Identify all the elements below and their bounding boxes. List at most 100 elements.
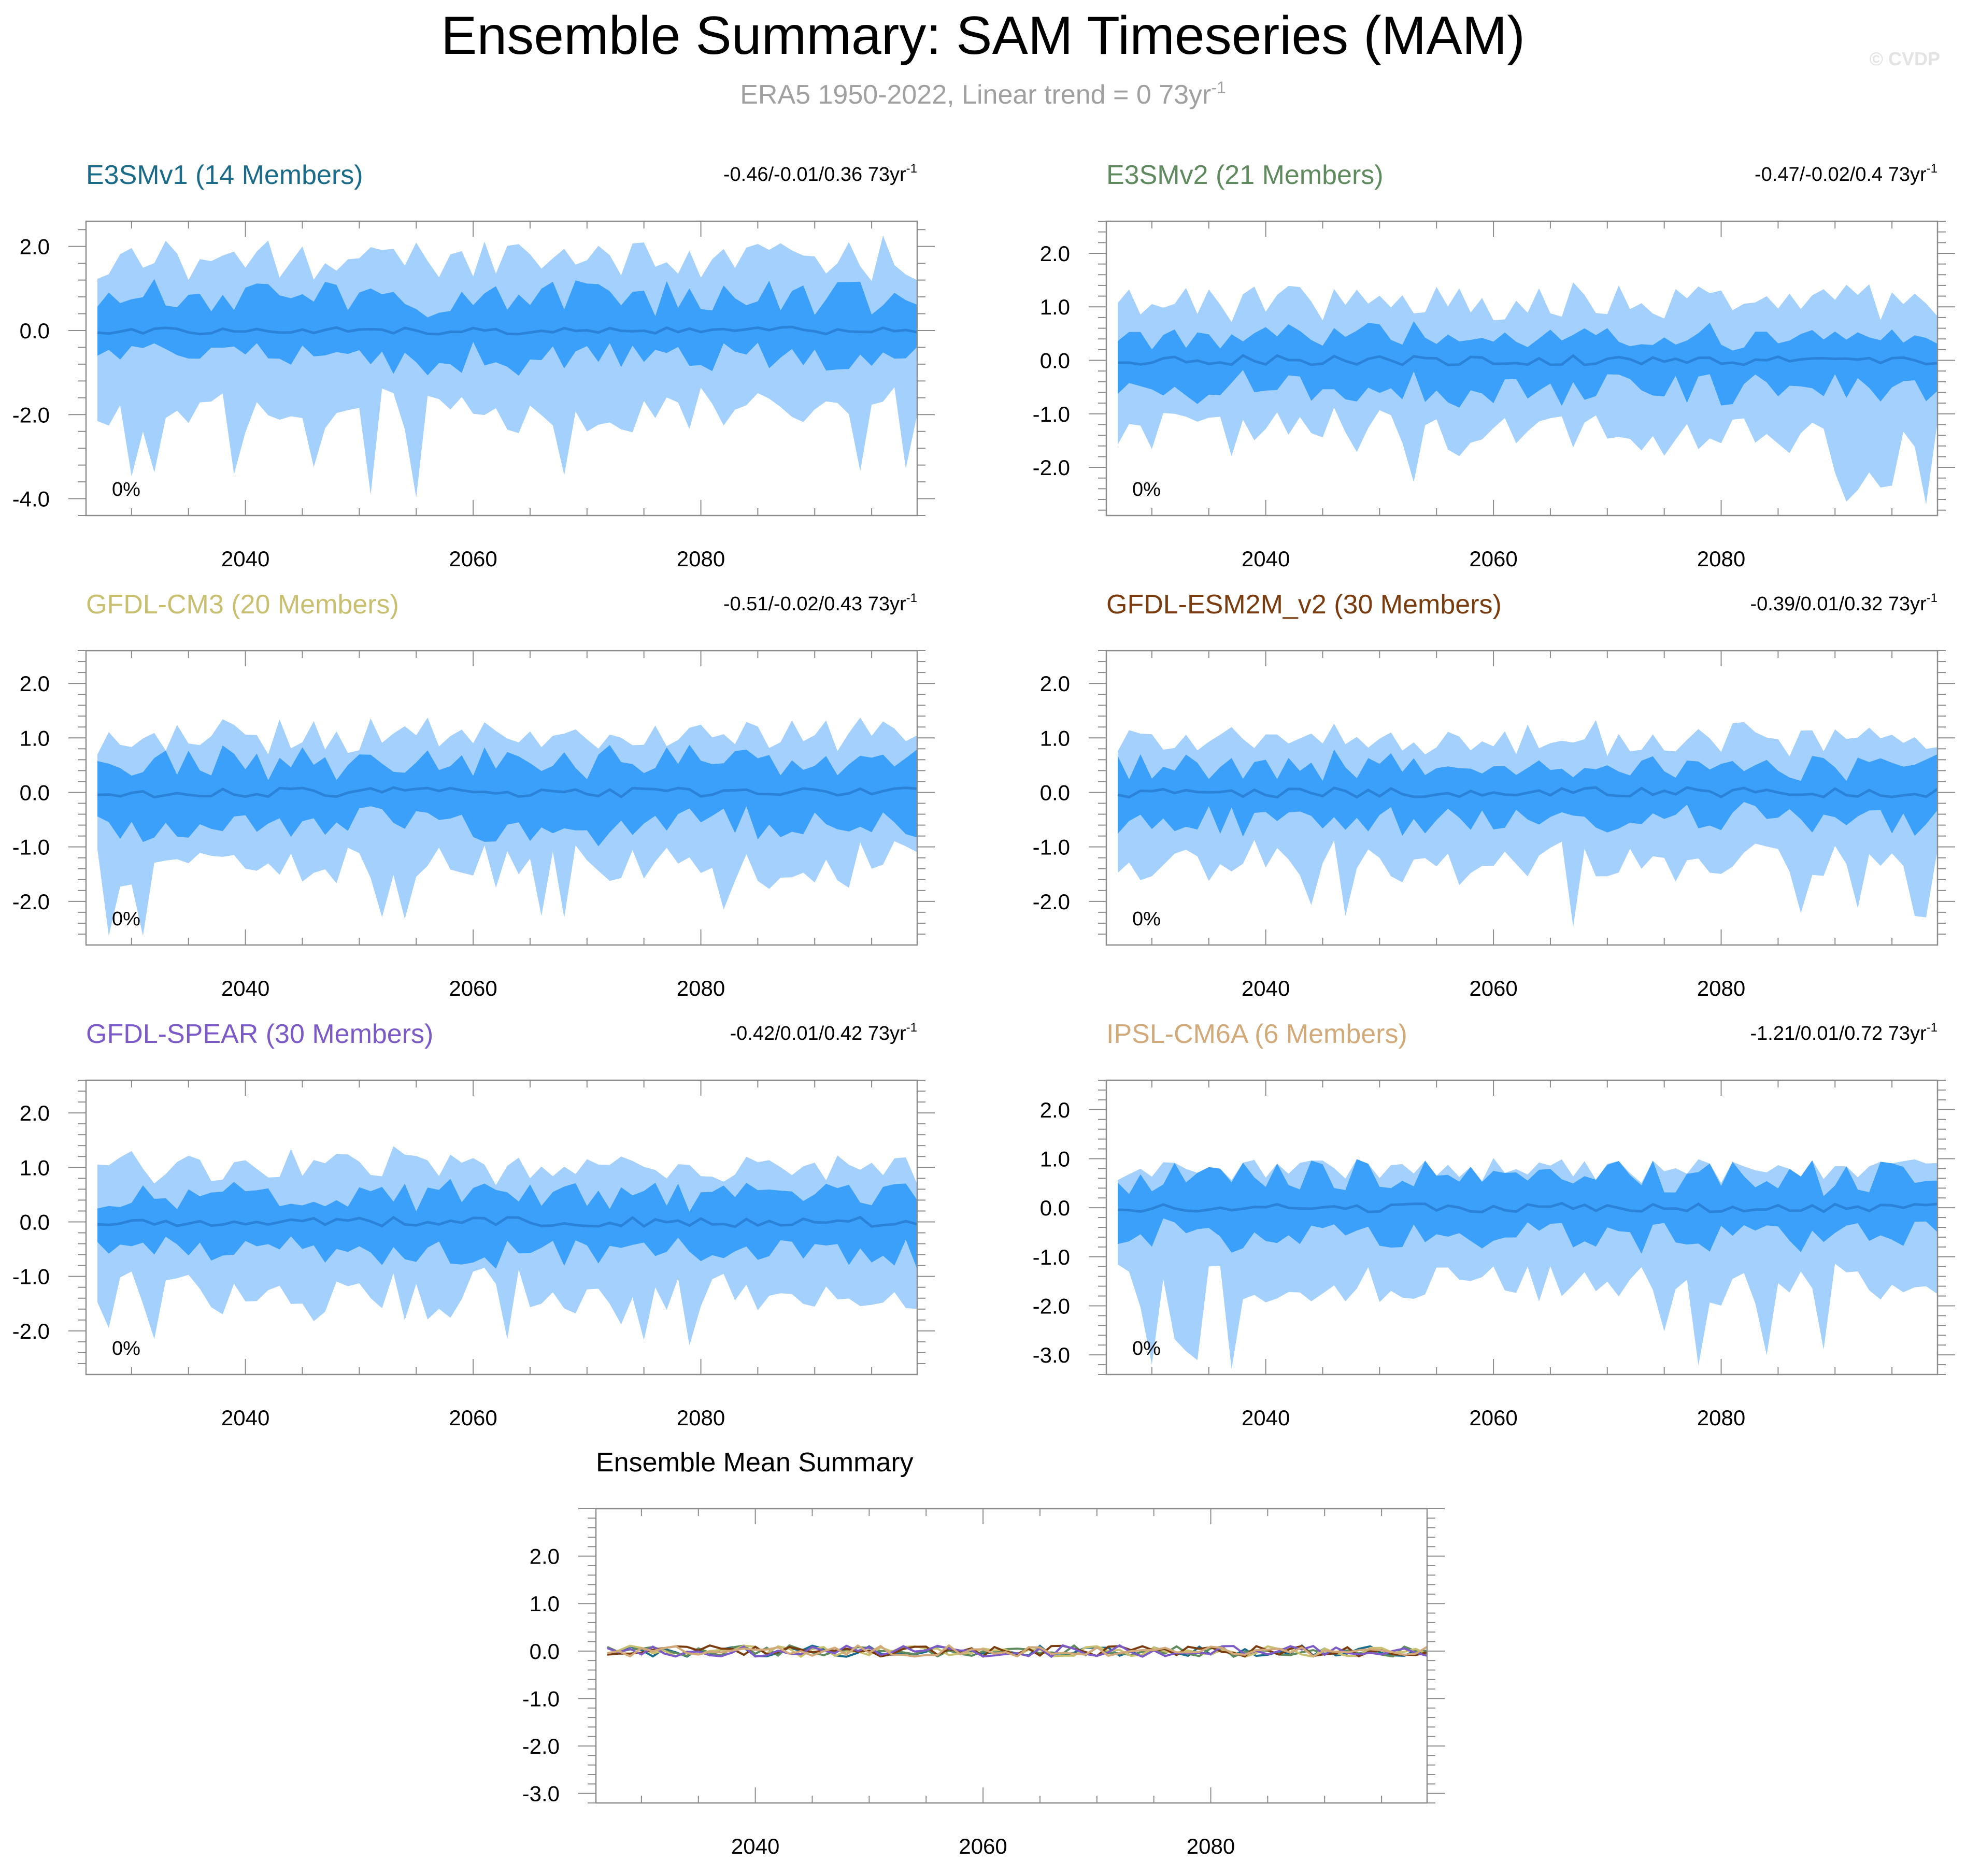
x-tick-label: 2060 — [959, 1834, 1007, 1858]
y-tick-label: 0.0 — [1040, 1196, 1070, 1220]
y-tick-label: -2.0 — [522, 1734, 560, 1758]
y-tick-label: -1.0 — [1033, 835, 1070, 860]
y-tick-label: 0.0 — [1040, 780, 1070, 805]
ensemble-mean-line — [1117, 786, 1939, 799]
x-tick-label: 2080 — [1697, 976, 1745, 1000]
ensemble-mean-line — [97, 1215, 918, 1228]
inner-range-band — [1118, 1159, 1937, 1254]
x-tick-label: 2040 — [1242, 547, 1290, 571]
x-tick-label: 2060 — [449, 1406, 497, 1430]
y-tick-label: -2.0 — [12, 890, 50, 914]
panel-title: GFDL-ESM2M_v2 (30 Members) — [1106, 590, 1502, 620]
y-tick-label: 2.0 — [20, 235, 50, 259]
ensemble-mean-line — [97, 786, 918, 799]
y-tick-label: -1.0 — [1033, 402, 1070, 426]
trend-superscript: -1 — [906, 591, 917, 605]
trend-text: -0.42/0.01/0.42 73yr — [730, 1023, 906, 1044]
panel-title: Ensemble Mean Summary — [596, 1448, 914, 1478]
y-tick-label: 2.0 — [1040, 1098, 1070, 1122]
panel-title: E3SMv2 (21 Members) — [1106, 160, 1384, 190]
x-tick-label: 2080 — [677, 547, 725, 571]
ensemble-mean-line — [1117, 354, 1938, 367]
x-tick-label: 2040 — [221, 547, 269, 571]
figure-title: Ensemble Summary: SAM Timeseries (MAM) — [441, 6, 1525, 66]
trend-text: -0.46/-0.01/0.36 73yr — [723, 164, 906, 185]
trend-superscript: -1 — [906, 1021, 917, 1035]
percent-label: 0% — [1132, 479, 1161, 500]
panel-title: GFDL-SPEAR (30 Members) — [86, 1019, 433, 1049]
y-tick-label: 2.0 — [20, 671, 50, 696]
trend-superscript: -1 — [906, 162, 917, 176]
y-tick-label: 2.0 — [1040, 241, 1070, 266]
y-tick-label: 1.0 — [20, 1155, 50, 1180]
panel-3: GFDL-CM3 (20 Members) -0.51/-0.02/0.43 73… — [12, 590, 935, 1000]
y-tick-label: 1.0 — [1040, 1147, 1070, 1171]
y-tick-label: 0.0 — [530, 1639, 560, 1664]
x-tick-label: 2060 — [449, 976, 497, 1000]
panel-5: GFDL-SPEAR (30 Members) -0.42/0.01/0.42 7… — [12, 1019, 935, 1430]
x-tick-label: 2080 — [1697, 547, 1745, 571]
ensemble-mean-line — [97, 325, 918, 336]
y-tick-label: 2.0 — [20, 1101, 50, 1125]
y-tick-label: -2.0 — [1033, 1294, 1070, 1318]
inner-range-band — [97, 744, 917, 847]
model-mean-line-6 — [607, 1644, 1428, 1658]
x-tick-label: 2080 — [677, 976, 725, 1000]
x-tick-label: 2040 — [221, 976, 269, 1000]
x-tick-label: 2040 — [731, 1834, 779, 1858]
x-tick-label: 2060 — [1469, 1406, 1517, 1430]
trend-text: -0.39/0.01/0.32 73yr — [1750, 593, 1927, 615]
percent-label: 0% — [112, 908, 140, 930]
x-tick-label: 2060 — [1469, 976, 1517, 1000]
panel-trend-label: -0.39/0.01/0.32 73yr-1 — [1750, 591, 1937, 615]
y-tick-label: 2.0 — [530, 1544, 560, 1569]
panel-title: E3SMv1 (14 Members) — [86, 160, 363, 190]
y-tick-label: 0.0 — [20, 319, 50, 343]
x-tick-label: 2080 — [677, 1406, 725, 1430]
y-tick-label: -1.0 — [1033, 1245, 1070, 1269]
y-tick-label: -2.0 — [12, 1319, 50, 1343]
panel-title: IPSL-CM6A (6 Members) — [1106, 1019, 1407, 1049]
x-tick-label: 2040 — [1242, 1406, 1290, 1430]
figure-subtitle: ERA5 1950-2022, Linear trend = 0 73yr-1 — [740, 78, 1226, 110]
y-tick-label: 0.0 — [20, 780, 50, 805]
panel-trend-label: -0.47/-0.02/0.4 73yr-1 — [1755, 162, 1937, 185]
y-tick-label: 1.0 — [530, 1592, 560, 1616]
subtitle-text: ERA5 1950-2022, Linear trend = 0 73yr — [740, 80, 1211, 110]
y-tick-label: -1.0 — [12, 835, 50, 860]
x-tick-label: 2060 — [449, 547, 497, 571]
y-tick-label: -2.0 — [1033, 455, 1070, 480]
y-tick-label: -1.0 — [12, 1265, 50, 1289]
y-tick-label: 0.0 — [1040, 349, 1070, 373]
plot-frame — [1105, 220, 1939, 517]
model-mean-line-5 — [607, 1644, 1428, 1658]
percent-label: 0% — [1132, 908, 1161, 930]
y-tick-label: -2.0 — [1033, 890, 1070, 914]
trend-text: -0.47/-0.02/0.4 73yr — [1755, 164, 1927, 185]
y-tick-label: -2.0 — [12, 403, 50, 427]
panel-6: IPSL-CM6A (6 Members) -1.21/0.01/0.72 73y… — [1033, 1019, 1955, 1430]
panel-7: Ensemble Mean Summary 2.0 1.0 0.0 -1.0 -2.0 -3… — [522, 1448, 1445, 1858]
x-tick-label: 2080 — [1187, 1834, 1235, 1858]
y-tick-label: -1.0 — [522, 1686, 560, 1711]
x-tick-label: 2040 — [1242, 976, 1290, 1000]
trend-superscript: -1 — [1927, 162, 1937, 176]
percent-label: 0% — [112, 479, 140, 500]
y-tick-label: -3.0 — [522, 1782, 560, 1806]
plot-frame — [85, 220, 918, 517]
y-tick-label: 1.0 — [20, 726, 50, 750]
inner-range-band — [97, 279, 917, 376]
panel-title: GFDL-CM3 (20 Members) — [86, 590, 399, 620]
plot-frame — [595, 1508, 1428, 1804]
x-tick-label: 2060 — [1469, 547, 1517, 571]
plot-frame — [1105, 650, 1939, 946]
panel-trend-label: -0.42/0.01/0.42 73yr-1 — [730, 1021, 917, 1044]
x-tick-label: 2080 — [1697, 1406, 1745, 1430]
trend-text: -1.21/0.01/0.72 73yr — [1750, 1023, 1927, 1044]
percent-label: 0% — [112, 1338, 140, 1359]
trend-superscript: -1 — [1927, 1021, 1937, 1035]
y-tick-label: -4.0 — [12, 487, 50, 511]
trend-superscript: -1 — [1927, 591, 1937, 605]
plot-frame — [85, 650, 918, 946]
